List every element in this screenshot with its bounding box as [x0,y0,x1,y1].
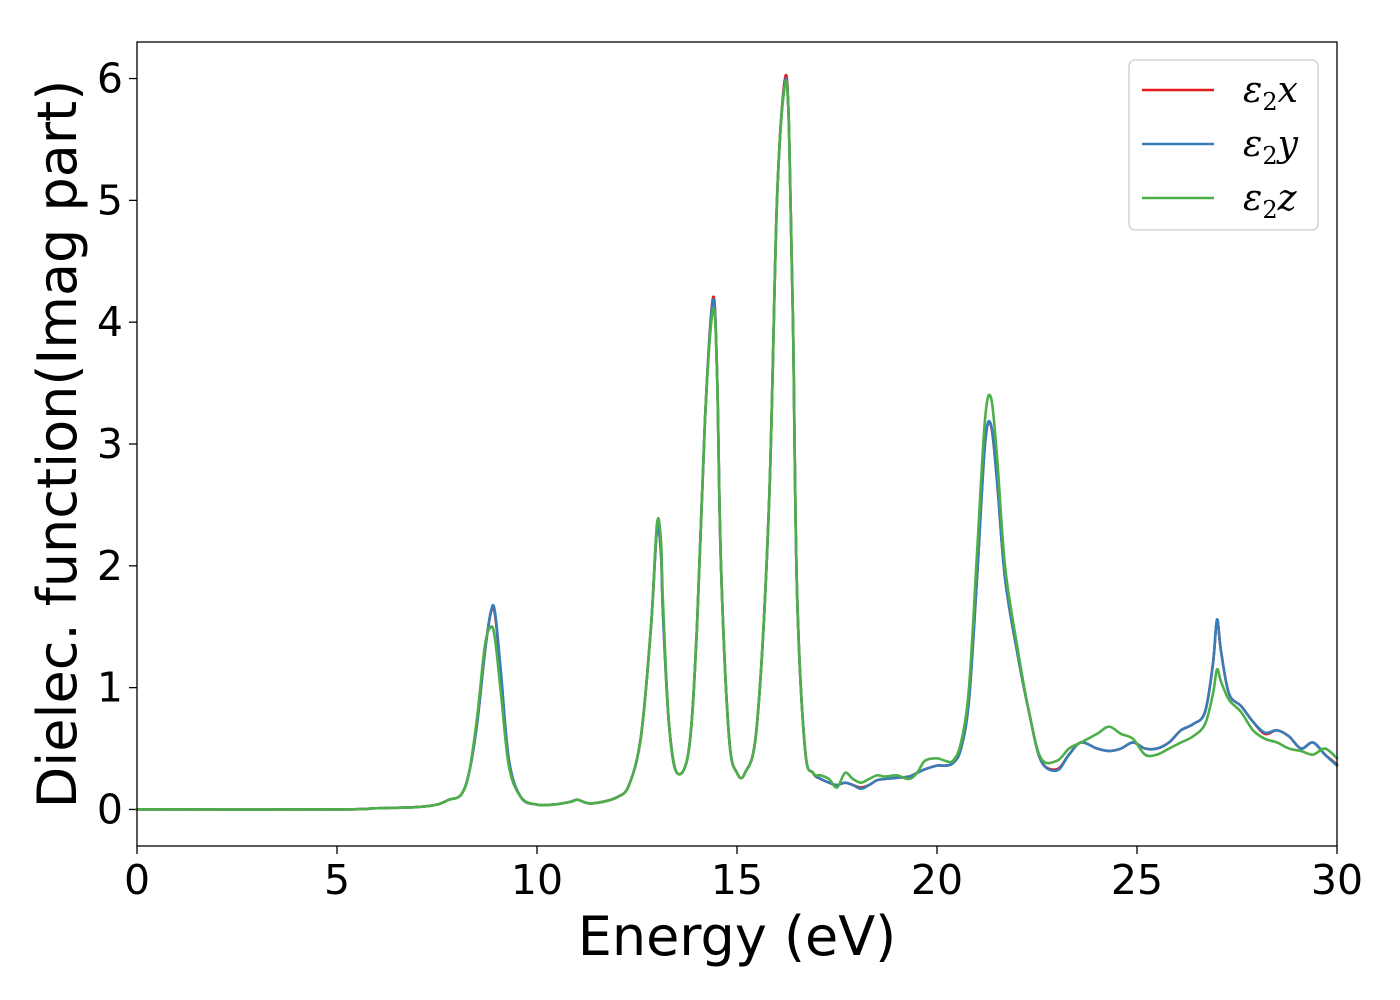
x-axis-title: Energy (eV) [578,905,897,968]
y-tick-label: 5 [97,176,123,224]
x-tick-label: 5 [324,856,350,904]
plot-frame [136,41,1338,847]
x-tick-label: 0 [124,856,150,904]
x-tick-label: 25 [1111,856,1163,904]
legend-label-y: ε2y [1243,124,1299,170]
x-tick-label: 20 [911,856,963,904]
legend-symbol: ε [1243,70,1262,111]
legend-subscript: 2 [1262,196,1277,224]
series-lines [135,73,1339,811]
y-tick-label: 2 [97,542,123,590]
x-tick-label: 10 [511,856,563,904]
y-tick-label: 3 [97,420,123,468]
x-tick-label: 15 [711,856,763,904]
x-tick-label: 30 [1311,856,1363,904]
y-tick-label: 0 [97,785,123,833]
y-tick-label: 6 [97,55,123,103]
legend-symbol: ε [1243,124,1262,165]
legend-label-x: ε2x [1243,70,1298,116]
legend-label-z: ε2z [1243,178,1298,224]
y-tick-label: 4 [97,298,123,346]
legend-symbol: ε [1243,178,1262,219]
legend-variable: z [1277,178,1298,219]
y-axis-ticks: 0 1 2 3 4 5 6 [97,55,137,833]
legend-subscript: 2 [1262,88,1277,116]
legend-box [1128,59,1319,231]
legend-subscript: 2 [1262,142,1277,170]
legend-variable: y [1276,124,1299,165]
legend-variable: x [1278,70,1298,111]
y-tick-label: 1 [97,664,123,712]
x-axis-ticks: 0 5 10 15 20 25 30 [124,846,1363,904]
y-axis-title: Dielec. function(Imag part) [26,80,89,809]
series-line-z [135,79,1339,811]
